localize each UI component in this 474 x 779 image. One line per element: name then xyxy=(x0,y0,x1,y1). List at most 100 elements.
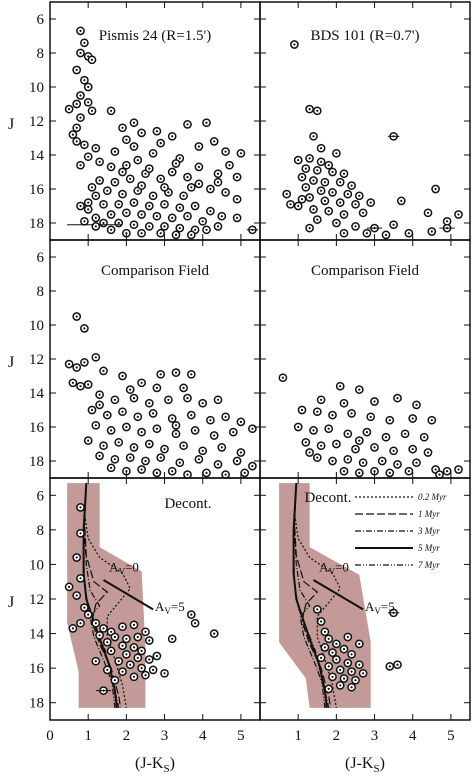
panel-title: Comparison Field xyxy=(101,263,209,279)
data-point-center xyxy=(194,204,197,208)
data-point-center xyxy=(79,622,82,625)
panel-background xyxy=(260,240,470,478)
reddening-vector xyxy=(312,579,364,611)
y-tick-label: 16 xyxy=(29,420,45,436)
data-point-center xyxy=(152,152,155,155)
data-point-center xyxy=(140,468,143,471)
data-point-center xyxy=(362,672,365,675)
data-point-center xyxy=(369,415,372,418)
data-point-center xyxy=(423,436,426,439)
data-point-center xyxy=(190,373,193,376)
legend-label: 1 Myr xyxy=(418,509,440,519)
x-tick-label: 5 xyxy=(237,728,245,744)
reddening-label: AV=5 xyxy=(155,599,185,616)
y-tick-label: 12 xyxy=(29,352,44,368)
data-point-center xyxy=(98,454,101,457)
data-point-center xyxy=(90,186,94,189)
data-point-center xyxy=(155,386,158,389)
data-point-center xyxy=(281,376,284,379)
data-point-center xyxy=(125,470,128,473)
data-point-center xyxy=(110,228,113,231)
data-point-center xyxy=(140,431,143,434)
y-axis-label: J xyxy=(8,354,14,371)
data-point-center xyxy=(213,434,216,437)
data-point-center xyxy=(213,140,216,143)
data-point-center xyxy=(125,138,128,141)
data-point-center xyxy=(132,121,136,124)
data-point-center xyxy=(346,661,349,665)
legend-label: 0.2 Myr xyxy=(418,492,447,502)
data-point-center xyxy=(213,632,216,635)
data-point-center xyxy=(79,51,82,55)
data-point-center xyxy=(79,506,82,509)
data-point-center xyxy=(152,194,155,197)
data-point-center xyxy=(190,613,193,616)
data-point-center xyxy=(90,109,94,112)
isochrone-3myr xyxy=(83,483,120,709)
data-point-center xyxy=(90,58,94,61)
data-point-center xyxy=(174,162,178,165)
data-point-center xyxy=(304,441,307,444)
data-point-center xyxy=(136,635,139,639)
data-point-center xyxy=(178,461,181,464)
data-point-center xyxy=(87,613,90,616)
data-point-center xyxy=(87,101,90,104)
x-tick-label: 4 xyxy=(409,728,417,744)
data-point-center xyxy=(129,388,132,391)
data-point-center xyxy=(110,165,113,168)
data-point-center xyxy=(121,374,124,378)
data-point-center xyxy=(83,220,86,223)
data-point-center xyxy=(327,164,330,167)
data-point-center xyxy=(79,385,82,388)
data-point-center xyxy=(68,363,71,366)
data-point-center xyxy=(144,172,147,175)
data-point-center xyxy=(342,648,346,651)
data-point-center xyxy=(396,663,399,666)
y-tick-label: 18 xyxy=(29,216,44,232)
data-point-center xyxy=(297,204,300,208)
data-point-center xyxy=(346,193,349,196)
data-point-center xyxy=(102,221,105,225)
data-point-center xyxy=(98,634,101,637)
data-point-center xyxy=(327,637,330,640)
data-point-center xyxy=(87,201,90,204)
data-point-center xyxy=(323,181,326,184)
data-point-center xyxy=(327,665,330,668)
y-tick-label: 10 xyxy=(29,318,44,334)
data-point-center xyxy=(163,203,166,206)
data-point-center xyxy=(388,665,391,668)
data-point-center xyxy=(430,419,433,422)
data-point-center xyxy=(300,198,304,201)
data-point-center xyxy=(331,459,334,463)
data-point-center xyxy=(148,402,151,405)
data-point-center xyxy=(285,193,288,196)
data-point-center xyxy=(186,215,189,218)
data-point-center xyxy=(117,441,120,444)
x-axis-label: (J-KS) xyxy=(135,755,175,775)
data-point-center xyxy=(342,402,346,405)
data-point-center xyxy=(289,203,292,206)
data-point-center xyxy=(323,646,326,649)
legend-label: 7 Myr xyxy=(418,560,440,570)
data-point-center xyxy=(411,417,414,420)
data-point-center xyxy=(94,225,97,228)
data-point-center xyxy=(415,403,418,406)
data-point-center xyxy=(98,160,101,163)
data-point-center xyxy=(369,201,372,204)
data-point-center xyxy=(373,446,376,449)
data-point-center xyxy=(79,204,82,208)
data-point-center xyxy=(308,157,311,160)
data-point-center xyxy=(75,140,78,143)
data-point-center xyxy=(182,194,185,197)
data-point-center xyxy=(243,471,246,474)
data-point-center xyxy=(331,170,334,174)
y-tick-label: 18 xyxy=(29,696,44,712)
data-point-center xyxy=(312,208,315,211)
data-point-center xyxy=(71,627,74,630)
data-point-center xyxy=(159,142,162,145)
data-point-center xyxy=(159,177,162,180)
data-point-center xyxy=(407,470,410,473)
y-axis-label: J xyxy=(8,116,14,133)
legend-label: 5 Myr xyxy=(418,543,440,553)
data-point-center xyxy=(388,471,391,474)
